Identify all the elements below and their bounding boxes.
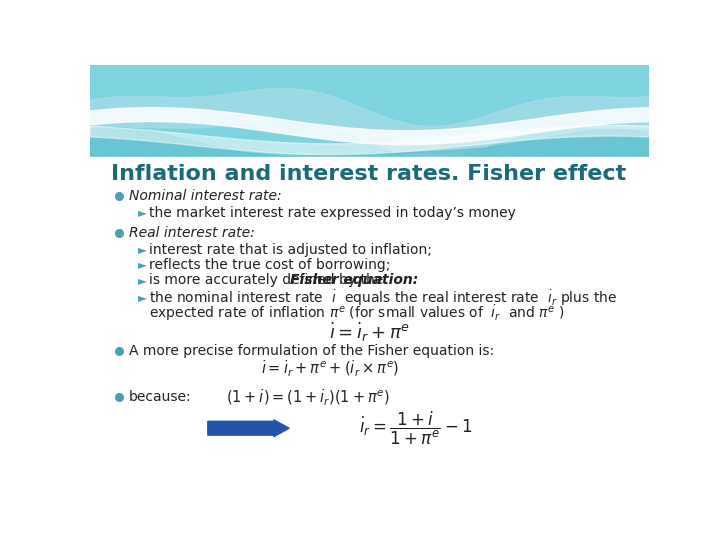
Text: $\dot{\imath}_r = \dfrac{1+i}{1+\pi^e} - 1$: $\dot{\imath}_r = \dfrac{1+i}{1+\pi^e} -… bbox=[359, 410, 472, 447]
Text: Real interest rate:: Real interest rate: bbox=[129, 226, 254, 240]
Text: $(1+\dot{\imath}) = (1+\dot{\imath}_r)(1+\pi^e)$: $(1+\dot{\imath}) = (1+\dot{\imath}_r)(1… bbox=[225, 387, 390, 408]
Text: Fisher equation:: Fisher equation: bbox=[290, 273, 418, 287]
Text: interest rate that is adjusted to inflation;: interest rate that is adjusted to inflat… bbox=[149, 242, 432, 256]
Text: reflects the true cost of borrowing;: reflects the true cost of borrowing; bbox=[149, 258, 390, 272]
Text: ►: ► bbox=[138, 274, 147, 287]
Text: the market interest rate expressed in today’s money: the market interest rate expressed in to… bbox=[149, 206, 516, 220]
Text: the nominal interest rate  $\dot{\imath}$  equals the real interest rate  $\dot{: the nominal interest rate $\dot{\imath}$… bbox=[149, 288, 617, 308]
Text: is more accurately defined by the: is more accurately defined by the bbox=[149, 273, 387, 287]
Text: Nominal interest rate:: Nominal interest rate: bbox=[129, 188, 282, 202]
Text: $\dot{\imath} = \dot{\imath}_r + \pi^e + (\dot{\imath}_r \times \pi^e)$: $\dot{\imath} = \dot{\imath}_r + \pi^e +… bbox=[261, 359, 400, 379]
Text: because:: because: bbox=[129, 390, 192, 404]
Text: ►: ► bbox=[138, 243, 147, 256]
Text: $\dot{\imath} = \dot{\imath}_r + \pi^e$: $\dot{\imath} = \dot{\imath}_r + \pi^e$ bbox=[328, 321, 410, 345]
FancyArrow shape bbox=[208, 420, 289, 437]
Text: expected rate of inflation $\pi^e$ (for small values of  $\dot{\imath}_r$  and $: expected rate of inflation $\pi^e$ (for … bbox=[149, 303, 564, 323]
Text: ►: ► bbox=[138, 206, 147, 219]
Text: Inflation and interest rates. Fisher effect: Inflation and interest rates. Fisher eff… bbox=[112, 164, 626, 184]
Text: A more precise formulation of the Fisher equation is:: A more precise formulation of the Fisher… bbox=[129, 344, 494, 358]
Text: ►: ► bbox=[138, 259, 147, 272]
Text: ►: ► bbox=[138, 292, 147, 305]
